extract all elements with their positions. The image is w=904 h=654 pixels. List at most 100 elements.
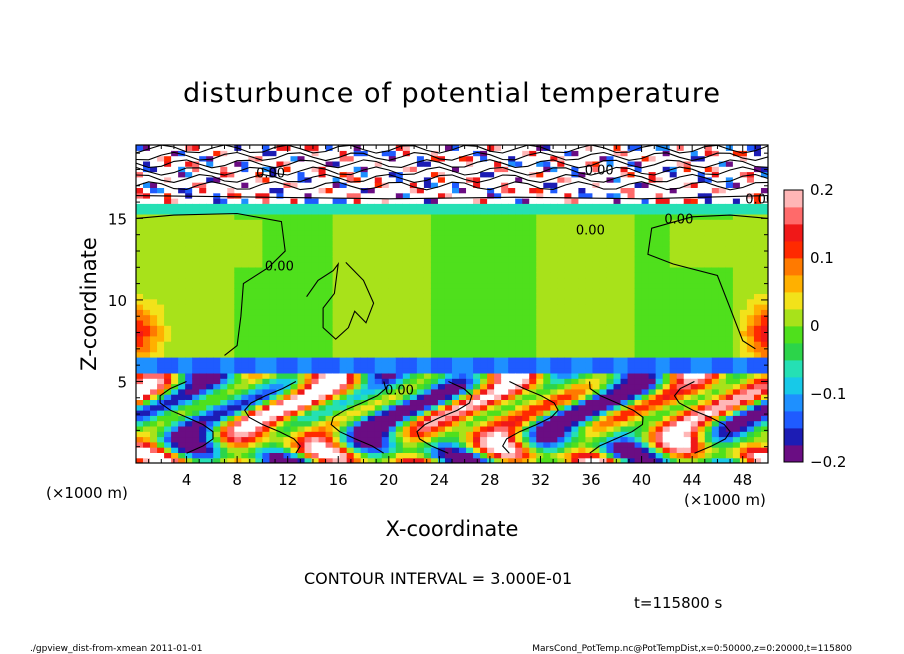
field-cell (157, 208, 165, 215)
field-cell (332, 176, 341, 183)
field-cell (339, 410, 348, 416)
field-cell (353, 410, 362, 416)
field-cell (494, 457, 502, 463)
field-cell (353, 330, 362, 337)
field-cell (606, 150, 615, 157)
field-cell (255, 155, 263, 162)
field-cell (199, 383, 207, 390)
field-cell (571, 256, 579, 263)
field-cell (297, 415, 306, 422)
field-cell (466, 410, 474, 416)
field-cell (571, 298, 579, 305)
field-cell (332, 319, 341, 326)
field-cell (676, 335, 685, 342)
field-cell (613, 330, 622, 337)
field-cell (466, 341, 474, 347)
field-cell (241, 245, 249, 252)
field-cell (346, 415, 355, 422)
field-cell (585, 256, 594, 263)
field-cell (522, 272, 530, 279)
field-cell (683, 425, 692, 432)
field-cell (648, 277, 657, 284)
field-cell (339, 208, 348, 215)
field-cell (374, 272, 383, 279)
field-cell (171, 346, 179, 353)
field-cell (367, 452, 376, 459)
field-cell (325, 367, 334, 374)
field-cell (522, 452, 530, 459)
field-cell (430, 272, 439, 279)
field-cell (620, 145, 629, 151)
field-cell (332, 145, 341, 151)
field-cell (592, 187, 601, 194)
field-cell (508, 198, 516, 204)
field-cell (613, 436, 622, 443)
field-cell (437, 245, 446, 252)
field-cell (444, 192, 453, 199)
field-cell (157, 319, 165, 326)
field-cell (227, 309, 235, 316)
field-cell (206, 198, 214, 204)
field-cell (564, 367, 572, 374)
field-cell (402, 150, 411, 157)
field-cell (480, 155, 488, 162)
field-cell (676, 325, 685, 332)
field-cell (620, 304, 629, 310)
field-cell (571, 277, 579, 284)
field-cell (452, 235, 460, 241)
field-cell (360, 261, 369, 268)
field-cell (557, 288, 565, 294)
field-cell (606, 245, 615, 252)
field-cell (704, 378, 713, 385)
field-cell (297, 277, 306, 284)
field-cell (402, 410, 411, 416)
field-cell (459, 335, 467, 342)
field-cell (388, 335, 397, 342)
field-cell (227, 372, 235, 379)
field-cell (171, 235, 179, 241)
field-cell (606, 319, 615, 326)
field-cell (367, 357, 376, 363)
field-cell (683, 282, 692, 289)
field-cell (269, 431, 278, 438)
field-cell (171, 166, 179, 173)
field-cell (466, 235, 474, 241)
field-cell (669, 367, 678, 374)
field-cell (206, 457, 214, 463)
field-cell (697, 293, 706, 300)
field-cell (339, 372, 348, 379)
field-cell (585, 362, 594, 369)
field-cell (444, 187, 453, 194)
field-cell (430, 187, 439, 194)
field-cell (416, 325, 425, 332)
field-cell (416, 383, 425, 390)
field-cell (473, 293, 481, 300)
field-cell (508, 240, 516, 247)
field-cell (515, 304, 523, 310)
field-cell (360, 282, 369, 289)
field-cell (711, 351, 720, 358)
field-cell (325, 288, 334, 294)
field-cell (620, 266, 629, 273)
field-cell (311, 457, 320, 463)
field-cell (381, 415, 390, 422)
field-cell (592, 182, 601, 188)
field-cell (339, 192, 348, 199)
field-cell (164, 182, 172, 188)
field-cell (255, 288, 263, 294)
field-cell (416, 298, 425, 305)
field-cell (178, 261, 186, 268)
field-cell (367, 309, 376, 316)
field-cell (290, 367, 299, 374)
field-cell (269, 187, 278, 194)
field-cell (227, 272, 235, 279)
field-cell (592, 404, 601, 411)
field-cell (192, 431, 200, 438)
field-cell (241, 447, 249, 453)
field-cell (409, 452, 418, 459)
field-cell (416, 399, 425, 406)
field-cell (388, 367, 397, 374)
field-cell (164, 219, 172, 226)
field-cell (704, 282, 713, 289)
field-cell (444, 251, 453, 257)
